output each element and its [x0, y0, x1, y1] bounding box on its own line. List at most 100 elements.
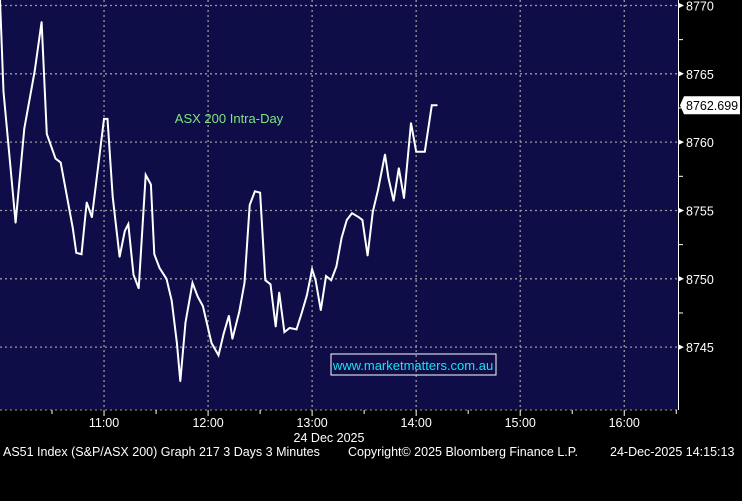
data-point [202, 305, 204, 307]
y-tick-label: 8750 [686, 273, 714, 287]
x-tick-label: 14:00 [401, 416, 432, 430]
x-tick-label: 12:00 [192, 416, 223, 430]
data-point [274, 325, 277, 328]
data-point [59, 161, 62, 164]
data-point [243, 282, 246, 284]
footer-copyright: Copyright© 2025 Bloomberg Finance L.P. [348, 445, 578, 459]
data-point [0, 0, 1, 1]
last-value-label: 8762.699 [686, 99, 738, 113]
data-point [288, 327, 291, 329]
footer: AS51 Index (S&P/ASX 200) Graph 217 3 Day… [3, 445, 741, 501]
data-point [228, 314, 230, 317]
data-point [170, 299, 173, 302]
data-point [210, 342, 213, 344]
data-point [398, 167, 400, 169]
data-point [278, 291, 280, 294]
data-point [366, 254, 369, 257]
data-point [254, 190, 256, 193]
data-point [40, 21, 43, 23]
data-point [358, 216, 360, 219]
last-value-tag: 8762.699 [680, 96, 740, 115]
data-point [33, 70, 36, 72]
data-point [2, 90, 5, 93]
x-tick-label: 16:00 [609, 416, 640, 430]
chart-title: ASX 200 Intra-Day [175, 111, 284, 126]
y-tick-label: 8745 [686, 341, 714, 355]
data-point [144, 174, 147, 176]
data-point [75, 252, 78, 254]
data-point [72, 227, 74, 230]
data-point [377, 189, 379, 191]
data-point [85, 201, 88, 204]
data-point [176, 342, 178, 344]
data-point [248, 204, 251, 206]
data-point [259, 191, 261, 194]
footer-source: AS51 Index (S&P/ASX 200) Graph 217 3 Day… [3, 445, 320, 459]
y-tick [678, 70, 684, 77]
data-point [410, 122, 412, 124]
data-point [14, 221, 17, 224]
data-point [23, 127, 26, 130]
data-point [300, 312, 303, 314]
data-point [153, 253, 156, 255]
data-point [306, 294, 308, 297]
x-tick-label: 13:00 [296, 416, 327, 430]
data-point [127, 223, 130, 225]
data-point [436, 104, 438, 107]
data-point [346, 219, 348, 221]
data-point [217, 354, 220, 357]
data-point [132, 273, 135, 276]
data-point [124, 230, 126, 232]
data-point [319, 309, 322, 312]
y-tick-label: 8765 [686, 68, 714, 82]
data-point [118, 256, 121, 258]
data-point [111, 196, 114, 198]
data-point [311, 268, 313, 271]
data-point [191, 282, 194, 284]
data-point [238, 310, 241, 313]
data-points [0, 0, 438, 383]
data-point [103, 118, 105, 120]
data-point [424, 150, 426, 153]
chart: 8745 8750 8755 8760 8765 8770 11:00 12:00 13:00 1… [0, 0, 740, 445]
data-point [54, 157, 57, 160]
y-tick [678, 139, 684, 146]
watermark-box [330, 353, 497, 376]
watermark-link[interactable]: www.marketmatters.com.au [332, 358, 493, 373]
data-point [384, 153, 386, 156]
data-point [314, 279, 317, 281]
y-tick-label: 8760 [686, 136, 714, 150]
data-point [330, 279, 332, 281]
data-point [392, 200, 395, 202]
data-point [231, 338, 234, 340]
last-value-box [680, 96, 740, 115]
data-point [222, 332, 225, 335]
x-tick-label: 11:00 [89, 416, 119, 430]
data-point [269, 283, 272, 286]
data-point [295, 328, 298, 331]
data-point [46, 133, 48, 135]
date-label: 24 Dec 2025 [294, 431, 365, 445]
data-point [372, 211, 374, 213]
watermark[interactable]: www.marketmatters.com.au [330, 353, 497, 376]
axes: 8745 8750 8755 8760 8765 8770 11:00 12:00 13:00 1… [0, 0, 714, 430]
data-point [137, 287, 140, 290]
data-point [184, 321, 187, 324]
data-point [415, 150, 417, 153]
data-point [335, 265, 338, 268]
data-point [165, 278, 168, 280]
data-point [325, 275, 327, 277]
data-point [264, 279, 267, 281]
data-point [80, 253, 83, 255]
grid [0, 0, 678, 410]
y-tick [678, 2, 684, 9]
data-point [340, 237, 343, 239]
data-point [150, 183, 152, 186]
y-tick [678, 275, 684, 282]
plot-background [0, 0, 678, 410]
data-point [158, 267, 161, 269]
data-point [387, 176, 390, 179]
data-point [361, 219, 364, 221]
y-tick-label: 8755 [686, 204, 714, 218]
footer-timestamp: 24-Dec-2025 14:15:13 [610, 445, 735, 459]
